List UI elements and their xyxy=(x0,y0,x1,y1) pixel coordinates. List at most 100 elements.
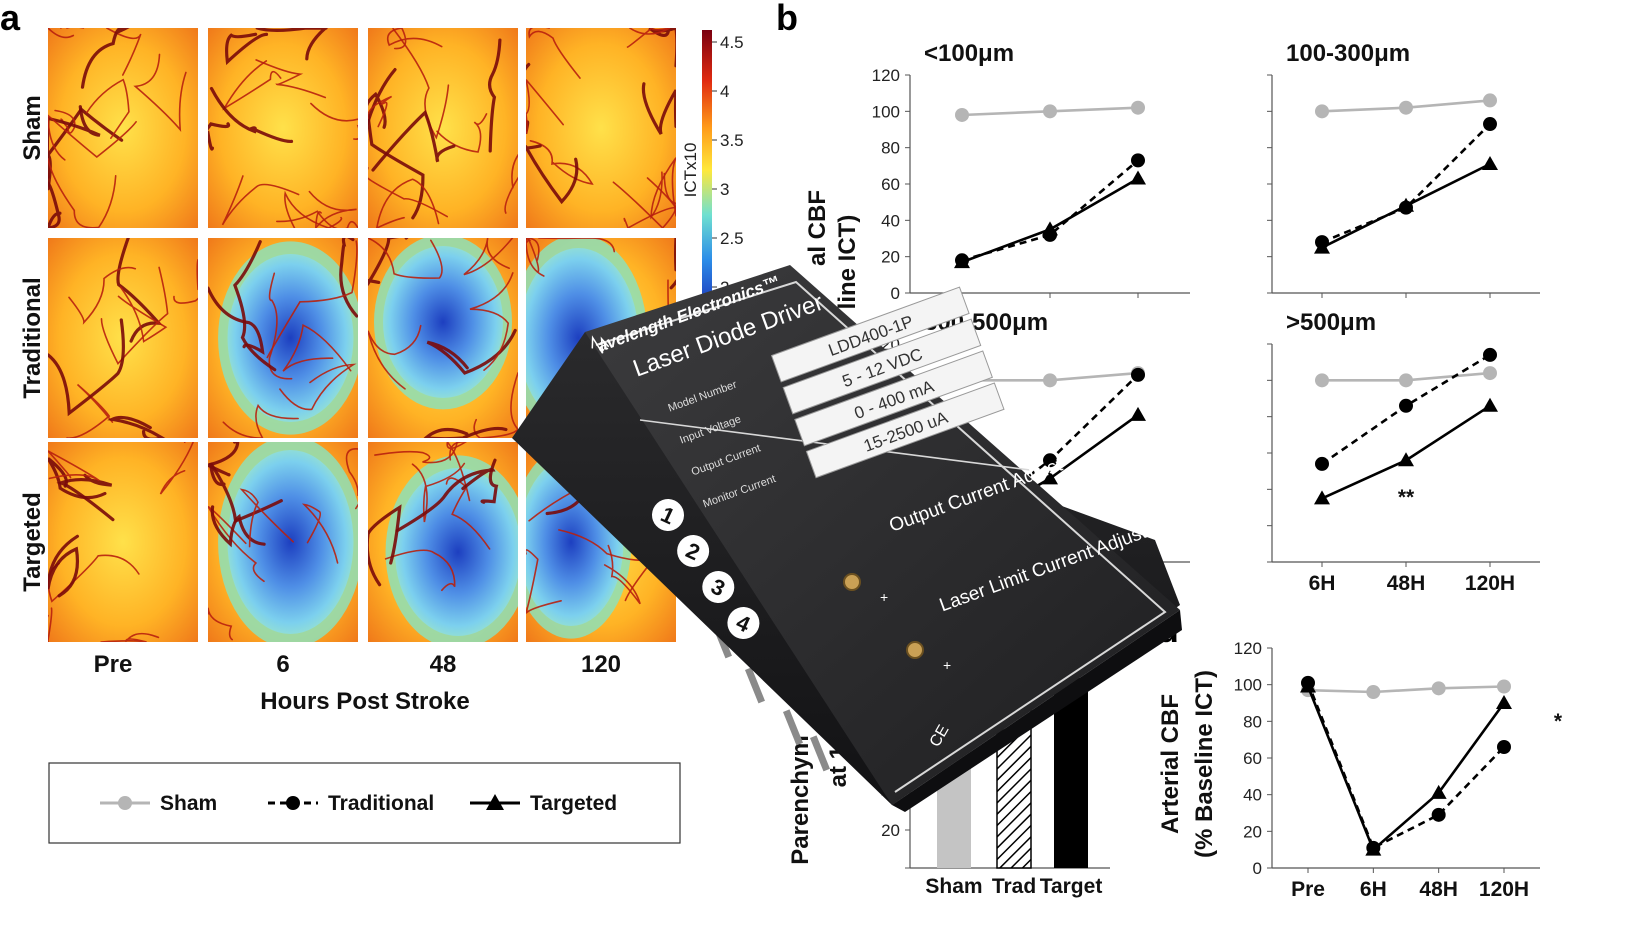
module-frame xyxy=(595,280,1167,793)
data-point xyxy=(1042,470,1058,485)
data-point xyxy=(1482,156,1498,171)
vessel xyxy=(612,172,676,228)
y-tick-label: 20 xyxy=(1243,822,1262,841)
vessel xyxy=(368,324,422,390)
vessel xyxy=(282,324,352,372)
colorbar-label: ICTx10 xyxy=(681,143,700,198)
data-point xyxy=(1314,239,1330,254)
vessel xyxy=(368,113,425,220)
ischemic-core xyxy=(395,468,518,636)
vessel xyxy=(48,318,125,417)
vessel xyxy=(276,210,358,228)
vessel xyxy=(626,28,671,48)
significance-label: * xyxy=(1554,710,1563,733)
x-tick-label: Pre xyxy=(1291,878,1325,901)
vessel xyxy=(301,503,339,564)
vessel xyxy=(56,473,115,522)
vessel xyxy=(308,190,357,228)
colorbar xyxy=(702,30,712,310)
vessel xyxy=(384,549,456,592)
y-tick-label: 0 xyxy=(1253,859,1262,878)
vessel xyxy=(368,95,393,128)
module-edge xyxy=(892,610,1182,812)
data-point xyxy=(1314,490,1330,505)
heatmap-col-label: 48 xyxy=(430,651,457,678)
vessel xyxy=(107,415,166,438)
data-point xyxy=(1483,347,1497,362)
y-axis-label: Parenchym xyxy=(787,735,814,864)
series-line xyxy=(1307,685,1505,694)
vessel xyxy=(48,534,79,598)
vessel xyxy=(279,363,357,411)
chart-title: <100μm xyxy=(924,40,1014,67)
data-point xyxy=(1497,740,1511,754)
vessel xyxy=(368,167,448,218)
heatmap-image xyxy=(48,238,198,438)
legend-label: Traditional xyxy=(328,792,434,815)
legend-marker xyxy=(486,794,504,810)
heatmap-cell xyxy=(368,238,518,438)
data-point xyxy=(1399,398,1413,413)
data-point xyxy=(1042,221,1058,236)
data-point xyxy=(1130,406,1146,421)
module-pin xyxy=(782,709,803,746)
series-line xyxy=(1306,682,1505,850)
vessel xyxy=(463,238,514,276)
vessel xyxy=(526,238,545,277)
vessel xyxy=(526,144,579,205)
x-tick-label: 48H xyxy=(1387,572,1426,595)
heatmap-image xyxy=(368,442,518,642)
vessel xyxy=(222,60,282,111)
vessel xyxy=(374,442,458,464)
vessel xyxy=(48,105,101,179)
vessel xyxy=(445,477,491,550)
vessel xyxy=(375,178,440,228)
data-point xyxy=(1431,681,1446,696)
vessel xyxy=(208,607,233,641)
x-tick-label: 120H xyxy=(1465,572,1515,595)
vessel xyxy=(173,259,198,304)
heatmap-cell xyxy=(368,28,518,228)
vessel xyxy=(100,632,160,642)
vessel xyxy=(268,272,293,380)
heatmap-col-label: Pre xyxy=(94,651,133,678)
vessel xyxy=(48,114,137,161)
chart-title: >500μm xyxy=(1286,309,1376,336)
y-tick-label: 40 xyxy=(881,211,900,230)
vessel xyxy=(392,28,450,140)
heatmap-image xyxy=(208,238,358,438)
vessel xyxy=(669,238,676,290)
trim-pot xyxy=(843,573,861,591)
vessel xyxy=(558,529,656,602)
vessel xyxy=(411,462,466,523)
vessel xyxy=(208,442,240,477)
spec-value-box xyxy=(770,286,970,383)
heatmap-image xyxy=(48,28,198,228)
vessel xyxy=(48,607,53,642)
data-point xyxy=(1483,93,1497,108)
vessel xyxy=(526,79,564,134)
series-line xyxy=(961,159,1139,262)
heatmap-bg xyxy=(526,28,676,228)
vessel xyxy=(528,28,581,79)
data-point xyxy=(1315,456,1329,471)
vessel xyxy=(239,488,294,548)
vessel xyxy=(641,82,676,135)
bar-category-label: Sham xyxy=(925,875,982,898)
heatmap-row-label: Sham xyxy=(19,95,46,160)
panel-label-b: b xyxy=(776,0,798,38)
x-tick-label: 120H xyxy=(1479,878,1529,901)
data-point xyxy=(1398,452,1414,467)
data-point xyxy=(1483,366,1497,381)
data-point xyxy=(1300,678,1316,693)
heatmap-bg xyxy=(368,28,518,228)
module-pin xyxy=(744,667,765,704)
vessel xyxy=(469,272,514,371)
vessel xyxy=(209,86,294,144)
data-point xyxy=(1131,100,1145,115)
vessel xyxy=(310,102,358,141)
vessel xyxy=(368,504,402,587)
ischemic-core xyxy=(383,246,503,398)
y-tick-label: 120 xyxy=(872,66,900,85)
vessel xyxy=(48,181,62,228)
